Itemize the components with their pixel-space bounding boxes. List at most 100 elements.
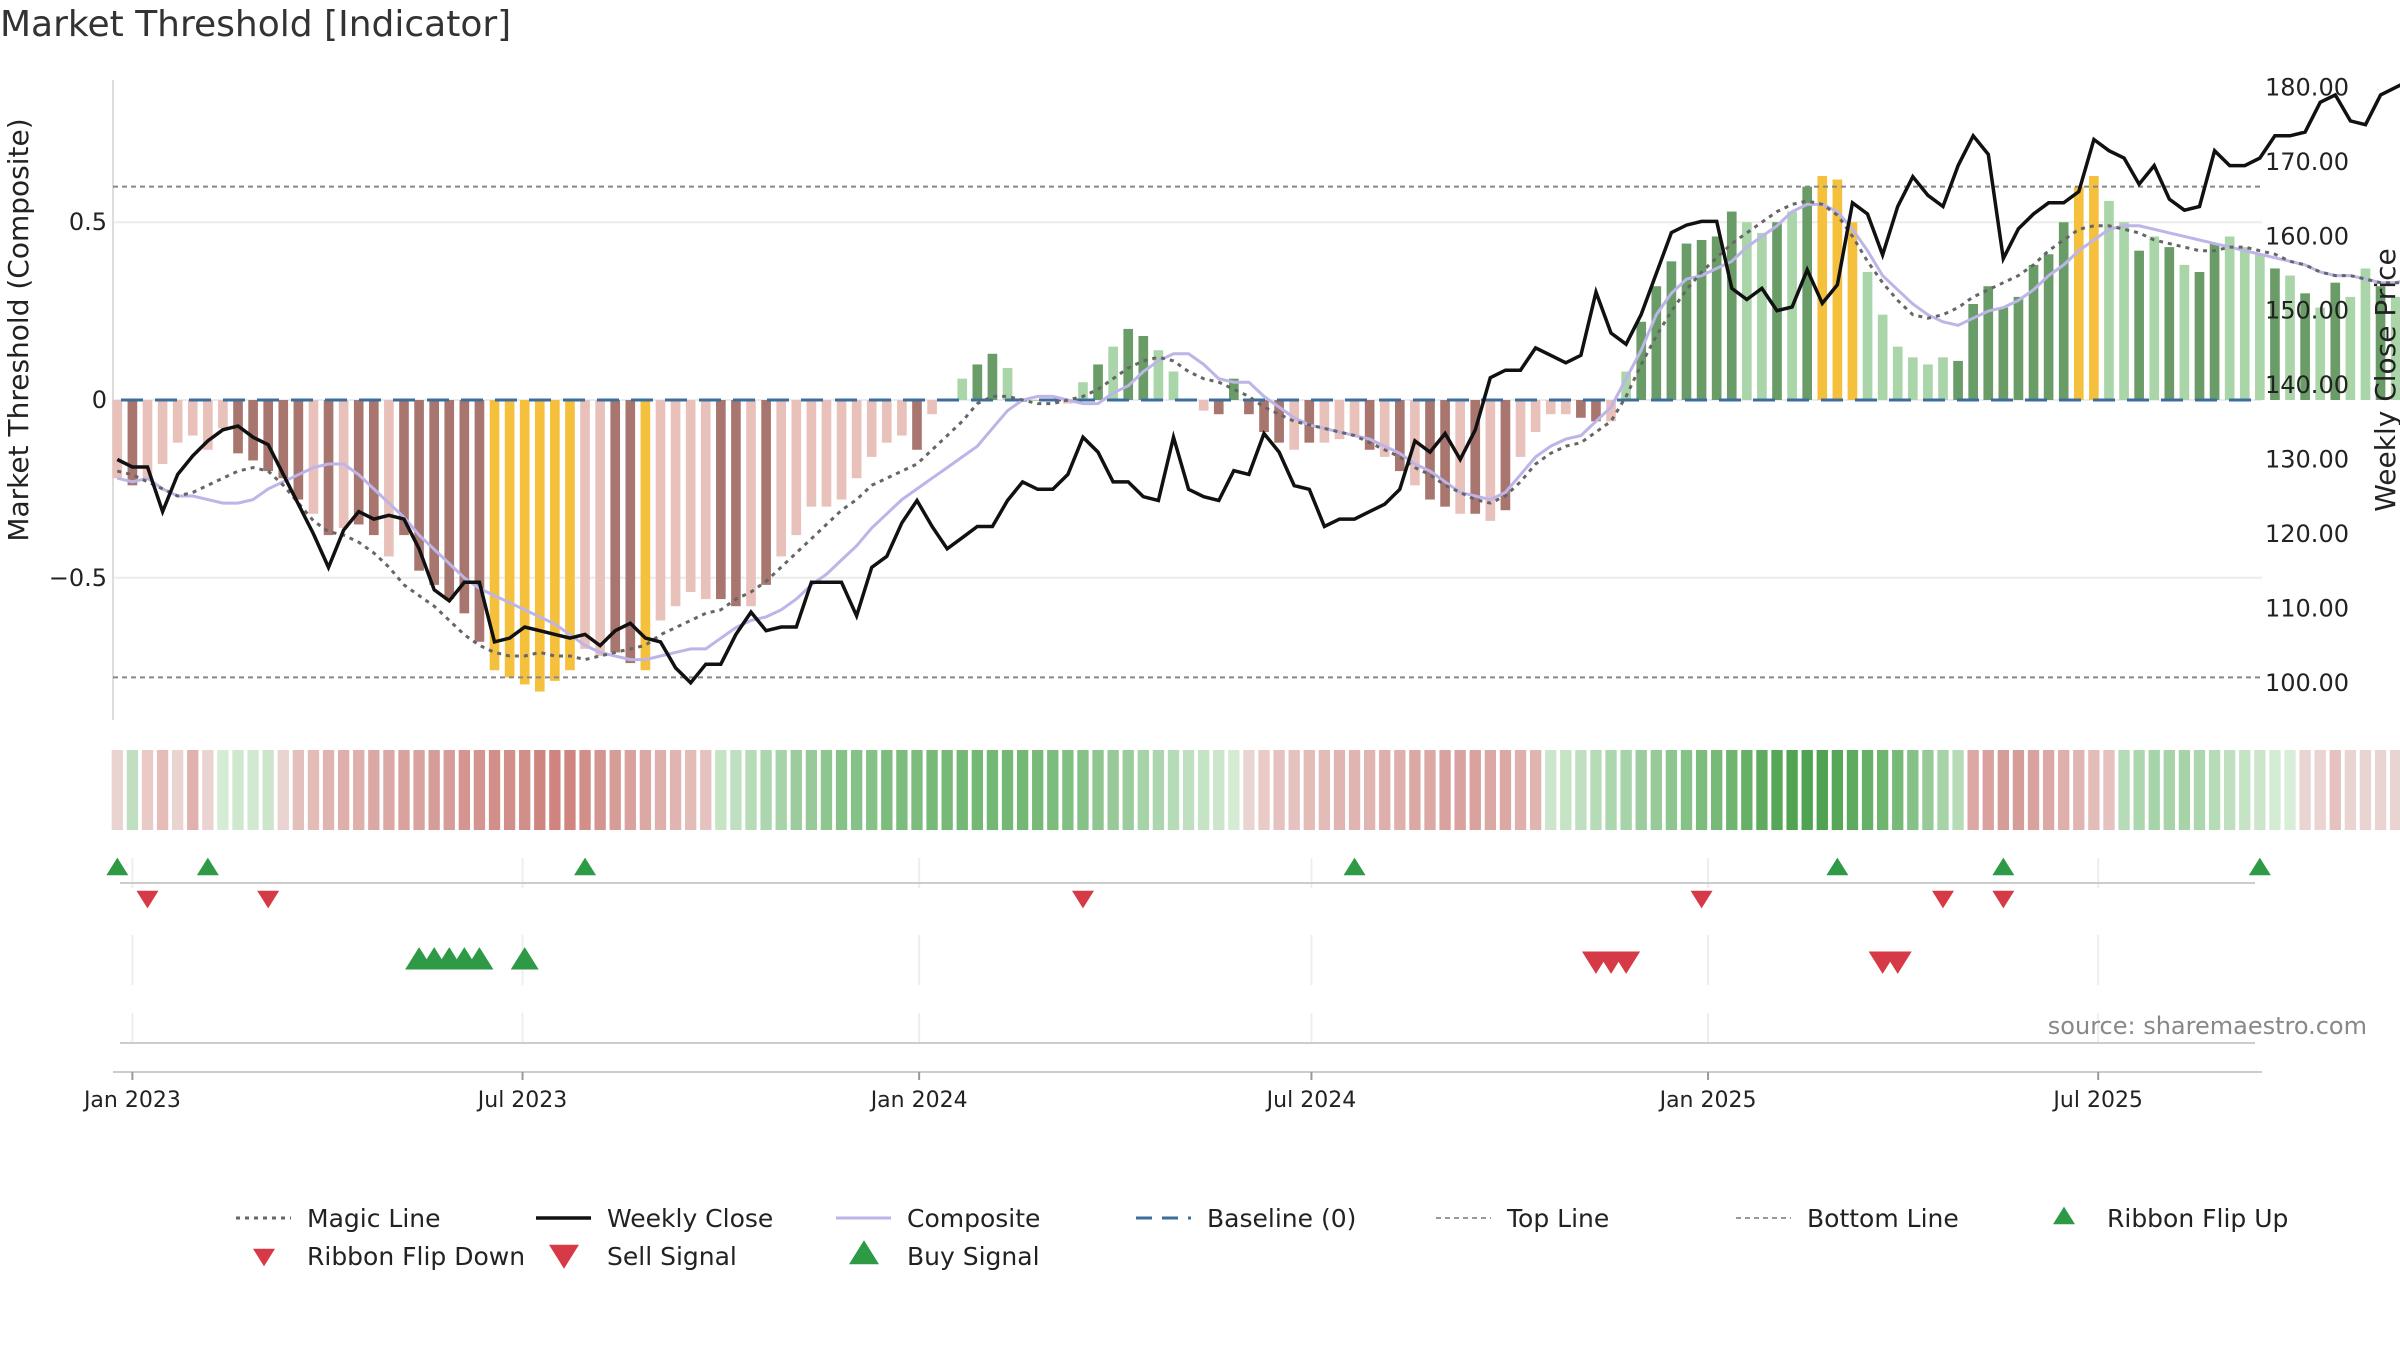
- ribbon-cell: [2299, 750, 2311, 830]
- ribbon-cell: [1922, 750, 1934, 830]
- histogram-bar: [2028, 264, 2039, 400]
- ribbon-cell: [1288, 750, 1300, 830]
- histogram-bar: [1576, 400, 1586, 418]
- ribbon-cell: [1484, 750, 1497, 830]
- ribbon-cell: [1545, 750, 1557, 830]
- magic-line: [116, 199, 2400, 662]
- histogram-bar: [1757, 232, 1767, 400]
- histogram-bar: [1093, 364, 1103, 400]
- ribbon-cell: [2103, 750, 2115, 830]
- histogram-bar: [384, 400, 394, 557]
- histogram-bar: [1244, 400, 1254, 415]
- ribbon-cell: [1348, 750, 1361, 830]
- histogram-bar: [580, 400, 590, 649]
- ribbon-cell: [1454, 750, 1466, 830]
- histogram-bar: [1817, 176, 1828, 400]
- histogram-bar: [1304, 400, 1315, 443]
- histogram-bar: [1364, 400, 1375, 450]
- histogram-bar: [1862, 272, 1873, 400]
- histogram-bar: [1138, 336, 1149, 400]
- ribbon-cell: [1258, 750, 1270, 830]
- histogram-bar: [293, 400, 304, 500]
- histogram-bar: [655, 400, 666, 621]
- ribbon-cell: [1590, 750, 1602, 830]
- histogram-bar: [2043, 254, 2054, 400]
- ribbon-cell: [564, 750, 576, 830]
- histogram-bar: [1213, 400, 1224, 415]
- ribbon-cell: [1318, 750, 1331, 830]
- histogram-bar: [2255, 254, 2265, 400]
- histogram-bar: [2089, 176, 2099, 400]
- histogram-bar: [1953, 360, 1963, 400]
- ribbon-cell: [1982, 750, 1994, 830]
- ribbon-cell: [1575, 750, 1587, 830]
- ribbon-cell: [156, 750, 169, 830]
- x-tick-label: Jan 2025: [1658, 1088, 1757, 1113]
- ribbon-cell: [2163, 750, 2175, 830]
- histogram-bar: [2209, 243, 2220, 400]
- histogram-bar: [1560, 400, 1571, 415]
- histogram-bar: [1696, 240, 1707, 400]
- histogram-bar: [1198, 400, 1209, 411]
- histogram-bar: [1545, 400, 1556, 415]
- histogram-bar: [1998, 307, 2009, 400]
- ribbon-cell: [715, 750, 727, 830]
- ribbon-cell: [1424, 750, 1436, 830]
- histogram-bar: [2375, 286, 2386, 400]
- ribbon-cell: [624, 750, 636, 830]
- legend-label: Magic Line: [307, 1204, 441, 1233]
- histogram-bar: [625, 400, 636, 664]
- ribbon-cell: [805, 750, 818, 830]
- histogram-bar: [1832, 179, 1843, 400]
- ribbon-cell: [111, 750, 123, 830]
- ribbon-cell: [247, 750, 259, 830]
- x-tick-label: Jul 2023: [476, 1088, 568, 1113]
- histogram-bar: [534, 400, 545, 692]
- ribbon-cell: [1213, 750, 1225, 830]
- ribbon-cell: [1680, 750, 1693, 830]
- histogram-bar: [1274, 400, 1284, 443]
- ribbon-cell: [1047, 750, 1059, 830]
- ribbon-cell: [926, 750, 938, 830]
- ribbon-cell: [1831, 750, 1844, 830]
- ribbon-cell: [2374, 750, 2387, 830]
- ribbon-cell: [353, 750, 365, 830]
- ribbon-cell: [1560, 750, 1572, 830]
- histogram-bar: [1892, 346, 1903, 400]
- legend-label: Ribbon Flip Down: [307, 1242, 525, 1271]
- histogram-bar: [1938, 357, 1948, 400]
- histogram-bar: [881, 400, 892, 443]
- ribbon-cell: [2012, 750, 2025, 830]
- ribbon-cell: [458, 750, 470, 830]
- ribbon-cell: [594, 750, 606, 830]
- ribbon-cell: [1892, 750, 1904, 830]
- ribbon-cell: [896, 750, 908, 830]
- histogram-bar: [444, 400, 455, 600]
- histogram-bar: [2224, 236, 2235, 400]
- histogram-bar: [459, 400, 470, 614]
- histogram-bar: [1591, 400, 1601, 422]
- histogram-bar: [519, 400, 530, 685]
- histogram-bar: [1621, 371, 1631, 400]
- histogram-bar: [353, 400, 364, 525]
- histogram-bar: [1907, 357, 1918, 400]
- histogram-bar: [565, 400, 575, 671]
- ribbon-cell: [1605, 750, 1617, 830]
- histogram-bar: [414, 400, 424, 571]
- ribbon-cell: [1967, 750, 1979, 830]
- histogram-bar: [2134, 250, 2144, 400]
- y-tick-label: 0: [92, 386, 107, 414]
- ribbon-cell: [2058, 750, 2070, 830]
- ribbon-cell: [1771, 750, 1783, 830]
- histogram-bar: [1289, 400, 1300, 450]
- histogram-bar: [1983, 286, 1994, 400]
- ribbon-cell: [835, 750, 848, 830]
- histogram-bar: [1470, 400, 1481, 514]
- histogram-bar: [187, 400, 198, 436]
- y2-tick-label: 150.00: [2265, 297, 2349, 325]
- legend-icon-buy-signal: [849, 1240, 879, 1265]
- ribbon-cell: [262, 750, 274, 830]
- histogram-bar: [474, 400, 485, 642]
- ribbon-cell: [866, 750, 878, 830]
- ribbon-flip-up-marker: [1992, 857, 2015, 876]
